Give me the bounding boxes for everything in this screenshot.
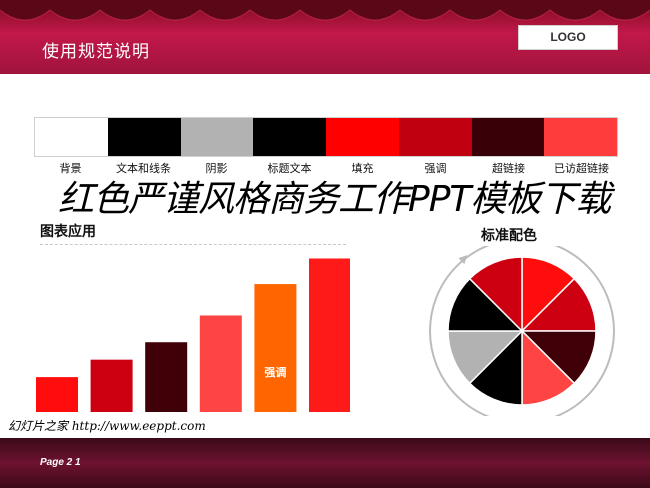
- swatch-label: 文本和线条: [116, 162, 171, 175]
- curtain-decoration: [0, 0, 650, 21]
- swatch-label: 标题文本: [267, 162, 312, 175]
- swatch-labels: 背景 文本和线条 阴影 标题文本 填充 强调 超链接 已访超链接: [34, 160, 618, 176]
- swatch-8: [544, 118, 617, 156]
- swatch-5: [326, 118, 399, 156]
- section-divider: [40, 244, 346, 245]
- swatch-label: 阴影: [205, 162, 228, 175]
- palette-section-heading: 标准配色: [481, 228, 537, 244]
- page-number: Page 2 1: [40, 457, 81, 468]
- pie-slice-8: [468, 256, 523, 333]
- logo: LOGO: [518, 25, 618, 50]
- swatch-4: [253, 118, 326, 156]
- swatch-3: [180, 118, 254, 156]
- page-title: 使用规范说明: [42, 42, 150, 62]
- swatch-2: [107, 118, 181, 156]
- swatch-label: 强调: [424, 162, 447, 175]
- bar-2: [90, 359, 133, 412]
- pie-slice-5: [468, 329, 523, 406]
- footer-bar: [0, 438, 650, 488]
- swatch-label: 背景: [59, 162, 82, 175]
- swatch-label: 已访超链接: [554, 162, 609, 175]
- bar-5: [254, 284, 297, 412]
- bar-data-label: 强调: [264, 365, 286, 379]
- pie-slice-2: [520, 277, 597, 332]
- color-swatches: [34, 117, 618, 157]
- swatch-label: 超链接: [492, 162, 525, 175]
- watermark-text: 幻灯片之家 http://www.eeppt.com: [8, 419, 206, 433]
- pie-slice-6: [447, 330, 524, 385]
- pie-slice-4: [521, 329, 576, 406]
- bar-chart: 强调: [36, 258, 350, 412]
- pie-ring-arrow: [458, 255, 468, 265]
- chart-section-heading: 图表应用: [40, 224, 96, 240]
- swatch-1: [35, 118, 108, 156]
- header-banner: 使用规范说明 LOGO: [0, 0, 650, 74]
- pie-slice-3: [520, 330, 597, 385]
- swatch-label: 填充: [351, 162, 374, 175]
- pie-slice-7: [447, 277, 524, 332]
- pie-outer-ring: [429, 246, 615, 416]
- swatch-6: [398, 118, 472, 156]
- bar-3: [145, 342, 188, 412]
- swatch-7: [471, 118, 545, 156]
- bar-6: [309, 258, 350, 412]
- pie-slice-1: [521, 256, 576, 333]
- bar-4: [199, 315, 242, 412]
- bar-1: [36, 377, 78, 412]
- main-title: 红色严谨风格商务工作PPT模板下载: [58, 179, 611, 220]
- pie-chart: [429, 246, 615, 416]
